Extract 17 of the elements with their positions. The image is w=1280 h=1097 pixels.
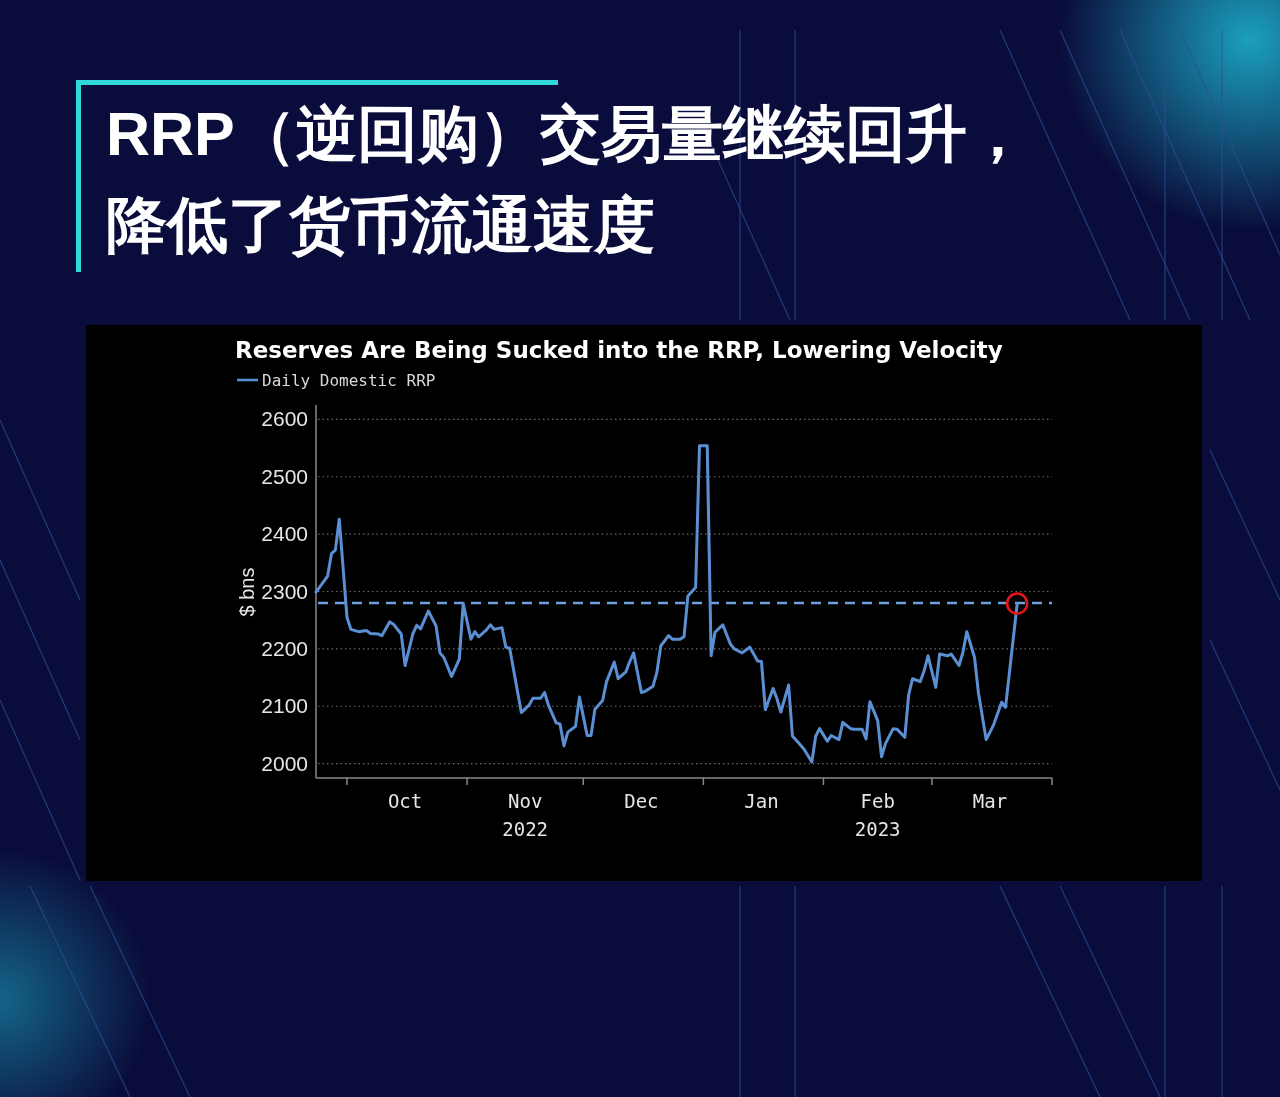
x-tick-label: Dec bbox=[624, 790, 659, 812]
x-tick-label: Jan bbox=[744, 790, 779, 812]
chart-subtitle: Reserves Are Being Sucked into the RRP, Lowering Velocity bbox=[235, 337, 1003, 363]
y-axis-title: $ bns bbox=[236, 567, 258, 617]
x-tick-label: Mar bbox=[972, 790, 1008, 812]
y-tick-label: 2500 bbox=[261, 464, 308, 488]
y-tick-label: 2300 bbox=[261, 579, 308, 603]
x-tick-label: Oct bbox=[387, 790, 423, 812]
chart-title: RRP（逆回购）交易量继续回升，降低了货币流通速度 bbox=[106, 99, 1029, 261]
x-tick-label: Nov 2022 bbox=[502, 790, 549, 840]
y-tick-label: 2600 bbox=[261, 407, 308, 431]
y-tick-label: 2200 bbox=[261, 636, 308, 660]
y-tick-label: 2400 bbox=[261, 522, 308, 546]
x-tick-label: Feb 2023 bbox=[854, 790, 901, 840]
y-tick-label: 2000 bbox=[261, 751, 308, 775]
y-tick-label: 2100 bbox=[261, 694, 308, 718]
legend: Daily Domestic RRP bbox=[237, 371, 436, 390]
